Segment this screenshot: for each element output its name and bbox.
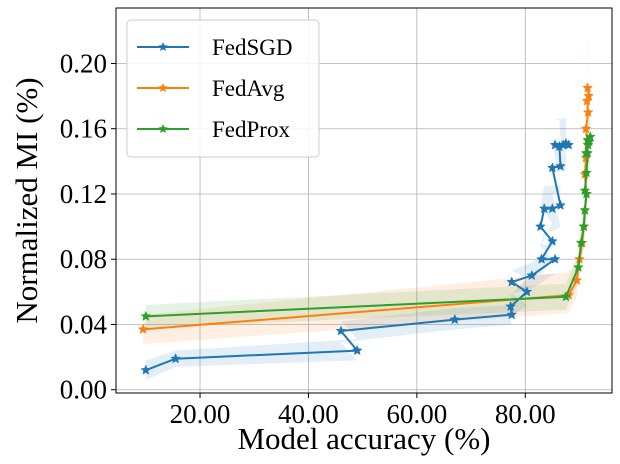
fedprox-point (560, 291, 572, 302)
legend-fedsgd-marker (158, 42, 168, 52)
fedsgd-point (521, 286, 533, 297)
fedprox-point (581, 167, 592, 178)
fedprox-band (145, 109, 591, 328)
fedavg-point (580, 123, 592, 134)
x-tick-label: 60.00 (386, 399, 447, 429)
plot-frame (115, 7, 613, 394)
axis-ticks: 20.00 40.00 60.00 80.00 0.00 0.04 0.08 0.12 0.16… (60, 48, 556, 429)
fedavg-point (582, 82, 593, 93)
fedsgd-point (547, 203, 558, 214)
fedsgd-point (505, 300, 517, 312)
fedprox-point (584, 131, 596, 142)
fedprox-point (579, 185, 591, 196)
y-tick-label: 0.00 (60, 375, 107, 405)
y-axis-label: Normalized MI (%) (9, 77, 44, 323)
fedprox-point (580, 147, 592, 158)
y-tick-label: 0.08 (60, 244, 107, 274)
fedsgd-band (145, 117, 569, 380)
fedavg-point (583, 90, 595, 101)
x-tick-label: 20.00 (170, 399, 231, 429)
x-axis-label: Model accuracy (%) (237, 421, 490, 456)
fedsgd-point (560, 137, 572, 148)
fedsgd-point (535, 220, 546, 232)
fedsgd-point (555, 199, 566, 210)
fedprox-point (579, 204, 591, 215)
legend-box (126, 19, 320, 158)
fedprox-point (140, 310, 152, 321)
fedsgd-point (555, 160, 566, 171)
fedsgd-point (335, 325, 347, 336)
fedsgd-point (140, 364, 152, 375)
fedsgd-point (526, 269, 538, 281)
legend-fedavg-label: FedAvg (212, 76, 285, 101)
fedavg-point (137, 323, 149, 334)
y-tick-label: 0.16 (60, 114, 107, 144)
y-tick-label: 0.04 (60, 309, 108, 339)
fedavg-point (582, 106, 594, 117)
fedprox-point (573, 261, 584, 272)
x-tick-label: 40.00 (278, 399, 339, 429)
y-tick-label: 0.12 (60, 179, 107, 209)
fedsgd-point (506, 309, 518, 320)
legend-fedavg-marker (158, 83, 168, 93)
fedsgd-point (547, 162, 558, 173)
fedsgd-point (170, 353, 181, 364)
fedsgd-point (351, 344, 363, 356)
fedsgd-point (536, 253, 547, 264)
legend-fedsgd-label: FedSGD (212, 35, 293, 60)
legend: FedSGD FedAvg FedProx (126, 19, 320, 158)
fedsgd-point (506, 276, 518, 287)
legend-fedprox-label: FedProx (212, 117, 290, 142)
fedprox-point (578, 220, 590, 232)
series-lines (137, 82, 596, 375)
y-tick-label: 0.20 (60, 48, 107, 78)
fedprox-point (575, 237, 587, 248)
fedsgd-point (449, 313, 461, 325)
fedsgd-point (549, 253, 561, 264)
x-tick-label: 80.00 (495, 399, 556, 429)
fedsgd-point (547, 235, 558, 246)
legend-fedprox-marker (158, 124, 168, 134)
